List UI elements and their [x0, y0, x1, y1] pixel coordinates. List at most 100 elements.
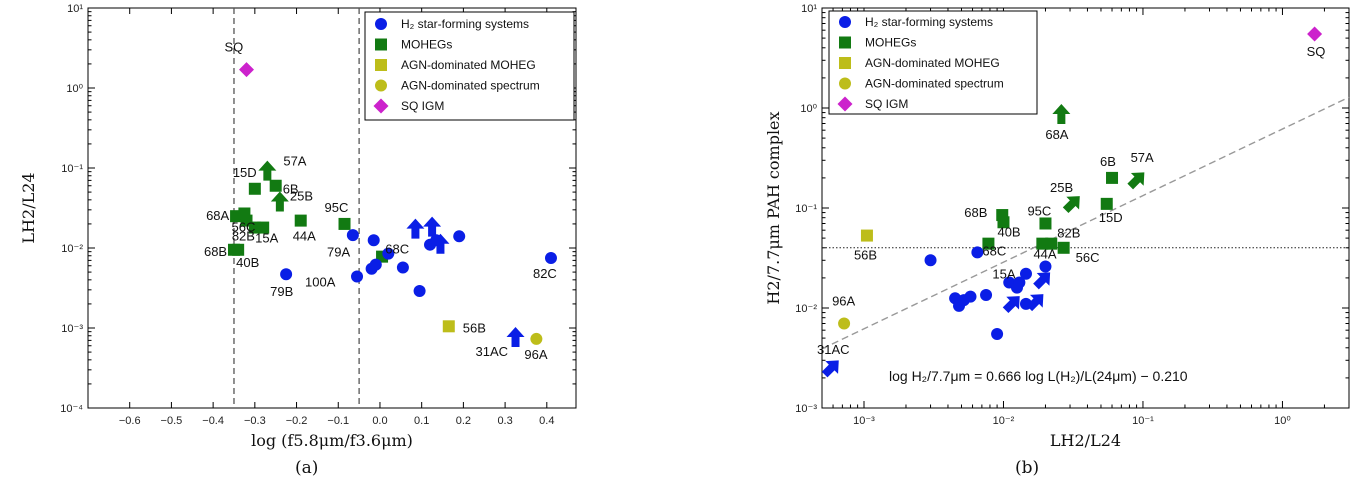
data-point [1039, 217, 1052, 230]
point-label: 68C [982, 244, 1006, 259]
point-label: 31AC [476, 344, 509, 359]
limit-arrow [1127, 172, 1145, 190]
legend-label: AGN-dominated spectrum [401, 79, 540, 93]
legend-marker [375, 79, 387, 92]
x-tick-label: 10⁻² [993, 415, 1015, 427]
scatter-plot-a: −0.6 −0.5 −0.4 −0.3 −0.2 −0.1 0.0 0.1 0.2 0.3 0.4 1… [19, 3, 577, 450]
data-point [338, 217, 351, 230]
y-tick-label: 10⁰ [66, 83, 83, 95]
data-point [382, 247, 395, 260]
legend-marker [837, 96, 853, 112]
point-label: 6B [283, 182, 299, 197]
point-label: 44A [293, 229, 316, 244]
point-label: 68B [204, 244, 227, 259]
data-point [971, 246, 984, 259]
point-label: 31AC [817, 342, 850, 357]
upper-limit-arrow [258, 160, 277, 181]
legend-marker [839, 57, 851, 69]
upper-limit-arrow [506, 326, 525, 347]
x-tick-label: 0.3 [497, 415, 512, 427]
data-point [991, 327, 1004, 340]
legend-box-a [364, 11, 575, 121]
data-point [238, 62, 254, 78]
data-point [924, 254, 937, 267]
y-tick-label: 10⁻¹ [61, 163, 83, 175]
data-point [997, 216, 1010, 229]
limit-arrow [1026, 294, 1044, 312]
data-point [367, 234, 380, 247]
legend-marker [375, 18, 387, 30]
legend-marker [839, 16, 851, 28]
point-label: 15A [255, 231, 278, 246]
point-label: 6B [1100, 154, 1116, 169]
fit-equation: log H₂/7.7μm = 0.666 log L(H₂)/L(24μm) −… [889, 368, 1188, 384]
legend-marker [373, 98, 389, 114]
data-point [346, 229, 359, 242]
point-label: 57A [283, 154, 306, 169]
data-point [232, 243, 245, 256]
legend-marker [375, 59, 387, 71]
point-label: 15D [233, 165, 257, 180]
point-label: SQ [1307, 44, 1326, 59]
point-label: 82B [232, 229, 255, 244]
data-point [860, 229, 873, 242]
x-axis-label: LH2/L24 [1050, 431, 1121, 450]
legend-label: AGN-dominated spectrum [865, 77, 1004, 91]
y-tick-label: 10⁻¹ [795, 203, 817, 215]
data-point [257, 221, 270, 234]
point-label: 25B [290, 189, 313, 204]
data-point [964, 290, 977, 303]
data-point [530, 332, 543, 345]
point-label: 68A [206, 208, 229, 223]
x-tick-label: −0.2 [286, 415, 308, 427]
data-point [1045, 237, 1058, 250]
y-axis-label: H2/7.7μm PAH complex [764, 111, 783, 304]
data-point [1019, 267, 1032, 280]
data-point [1039, 260, 1052, 273]
data-point [369, 258, 382, 271]
point-label: 44A [1033, 247, 1056, 262]
limit-arrow [1033, 272, 1051, 290]
y-tick-label: 10¹ [67, 3, 83, 15]
x-tick-label: 0.1 [414, 415, 429, 427]
legend-marker [839, 36, 851, 49]
point-label: 82B [1057, 226, 1080, 241]
plot-frame-a [87, 7, 577, 409]
point-label: 68C [385, 242, 409, 257]
data-point [1307, 26, 1323, 42]
x-tick-label: 10⁻¹ [1132, 415, 1154, 427]
data-point [413, 285, 426, 298]
data-point [982, 237, 995, 250]
data-point [1057, 241, 1070, 254]
data-point [838, 317, 851, 330]
data-point [442, 320, 455, 333]
data-point [980, 288, 993, 301]
point-label: 82C [533, 266, 557, 281]
legend-label: H₂ star-forming systems [865, 15, 993, 29]
legend-label: SQ IGM [865, 97, 908, 111]
point-label: 68B [964, 205, 987, 220]
point-label: 96A [524, 347, 547, 362]
point-label: 95C [325, 200, 349, 215]
upper-limit-arrow [423, 216, 442, 237]
x-axis-label: log (f5.8μm/f3.6μm) [251, 431, 413, 450]
limit-arrow [1062, 196, 1080, 214]
upper-limit-arrow [431, 233, 450, 254]
x-tick-label: 10⁰ [1274, 415, 1291, 427]
legend-label: MOHEGs [401, 38, 452, 52]
limit-arrow [1002, 296, 1020, 314]
y-tick-label: 10¹ [801, 3, 817, 15]
panel-caption-a: (a) [295, 458, 319, 478]
data-point [280, 268, 293, 281]
legend-marker [375, 38, 387, 51]
limit-arrow [821, 360, 839, 378]
x-tick-label: −0.5 [161, 415, 183, 427]
point-label: 100A [305, 275, 336, 290]
point-label: 56B [854, 248, 877, 263]
upper-limit-arrow [406, 218, 425, 239]
point-label: 56B [463, 320, 486, 335]
x-tick-label: 0.4 [539, 415, 554, 427]
point-label: 79B [270, 284, 293, 299]
point-label: 56C [231, 220, 255, 235]
legend-marker [839, 77, 851, 90]
